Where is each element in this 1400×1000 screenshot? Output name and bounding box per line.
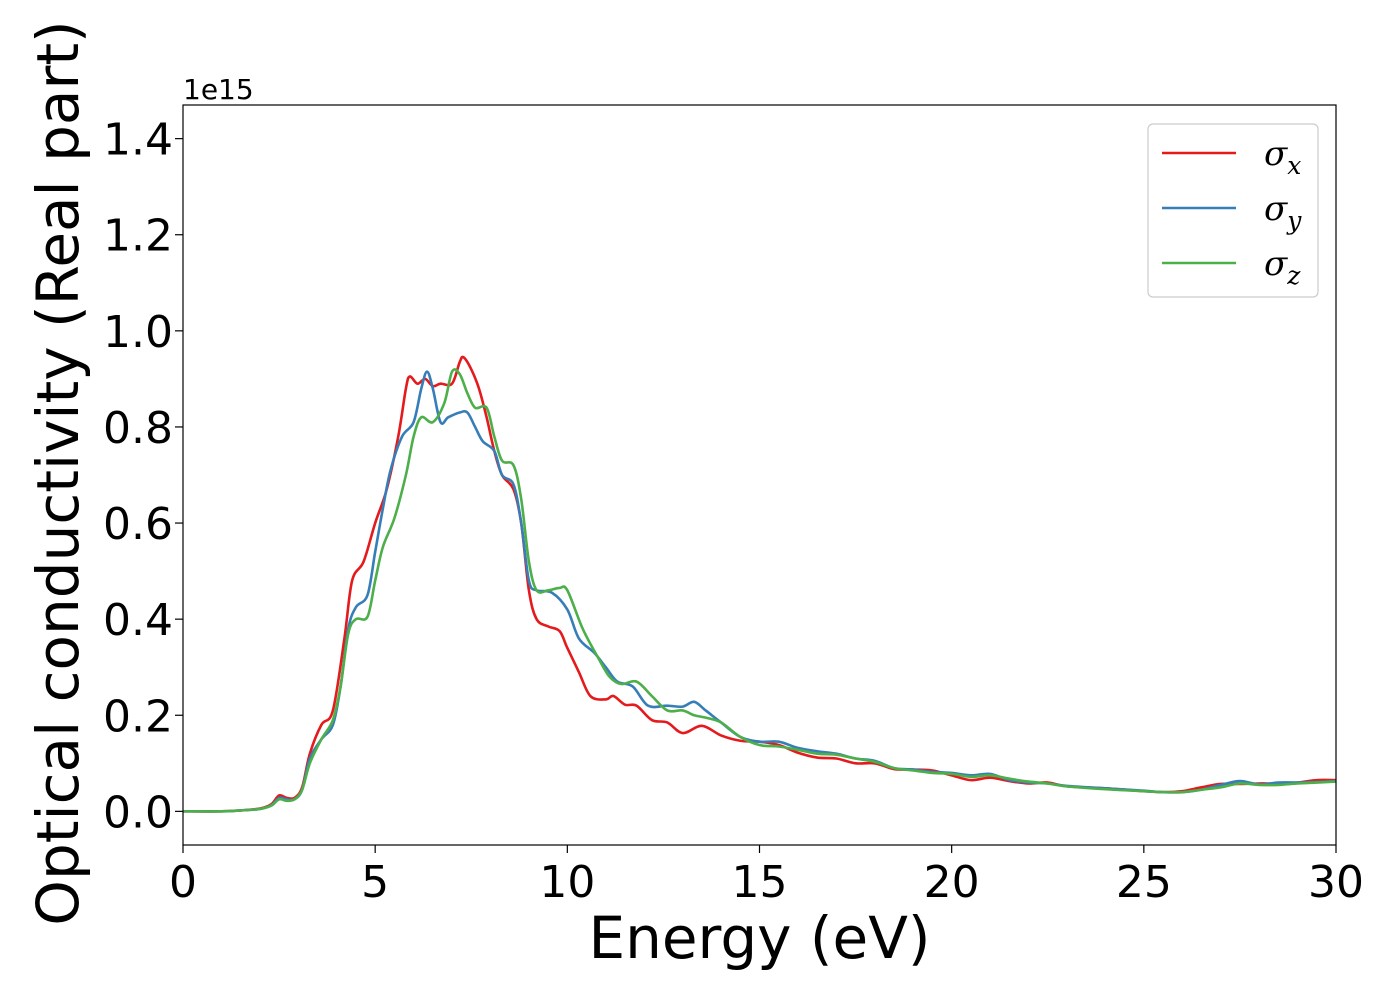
y-tick-label: 0.4 <box>103 595 173 646</box>
legend-box <box>1147 123 1319 298</box>
plot-series-group <box>183 355 1336 813</box>
legend-label-z: σz <box>1264 244 1301 290</box>
series-line-x <box>183 355 1336 813</box>
x-tick-label: 30 <box>1308 857 1364 908</box>
x-tick-label: 20 <box>924 857 980 908</box>
y-tick-label: 0.8 <box>103 403 173 454</box>
y-tick-label: 0.2 <box>103 691 173 742</box>
x-tick-label: 0 <box>169 857 197 908</box>
x-axis-label: Energy (eV) <box>588 904 930 972</box>
x-axis-ticks: 0 5 10 15 20 25 30 <box>169 845 1364 908</box>
legend-label-x: σx <box>1264 134 1301 180</box>
y-tick-label: 1.0 <box>103 307 173 358</box>
y-axis-label: Optical conductivity (Real part) <box>24 20 92 925</box>
y-tick-label: 0.6 <box>103 499 173 550</box>
x-tick-label: 25 <box>1116 857 1172 908</box>
series-line-z <box>183 368 1336 813</box>
legend-label-y: σy <box>1264 189 1302 235</box>
x-tick-label: 15 <box>732 857 788 908</box>
y-tick-label: 0.0 <box>103 787 173 838</box>
x-tick-label: 5 <box>361 857 389 908</box>
y-tick-label: 1.2 <box>103 211 173 262</box>
y-tick-label: 1.4 <box>103 115 173 166</box>
x-tick-label: 10 <box>539 857 595 908</box>
y-axis-ticks: 0.0 0.2 0.4 0.6 0.8 1.0 1.2 1.4 <box>103 115 183 838</box>
legend: σx σy σz <box>1147 123 1319 298</box>
y-axis-offset-label: 1e15 <box>183 73 254 106</box>
